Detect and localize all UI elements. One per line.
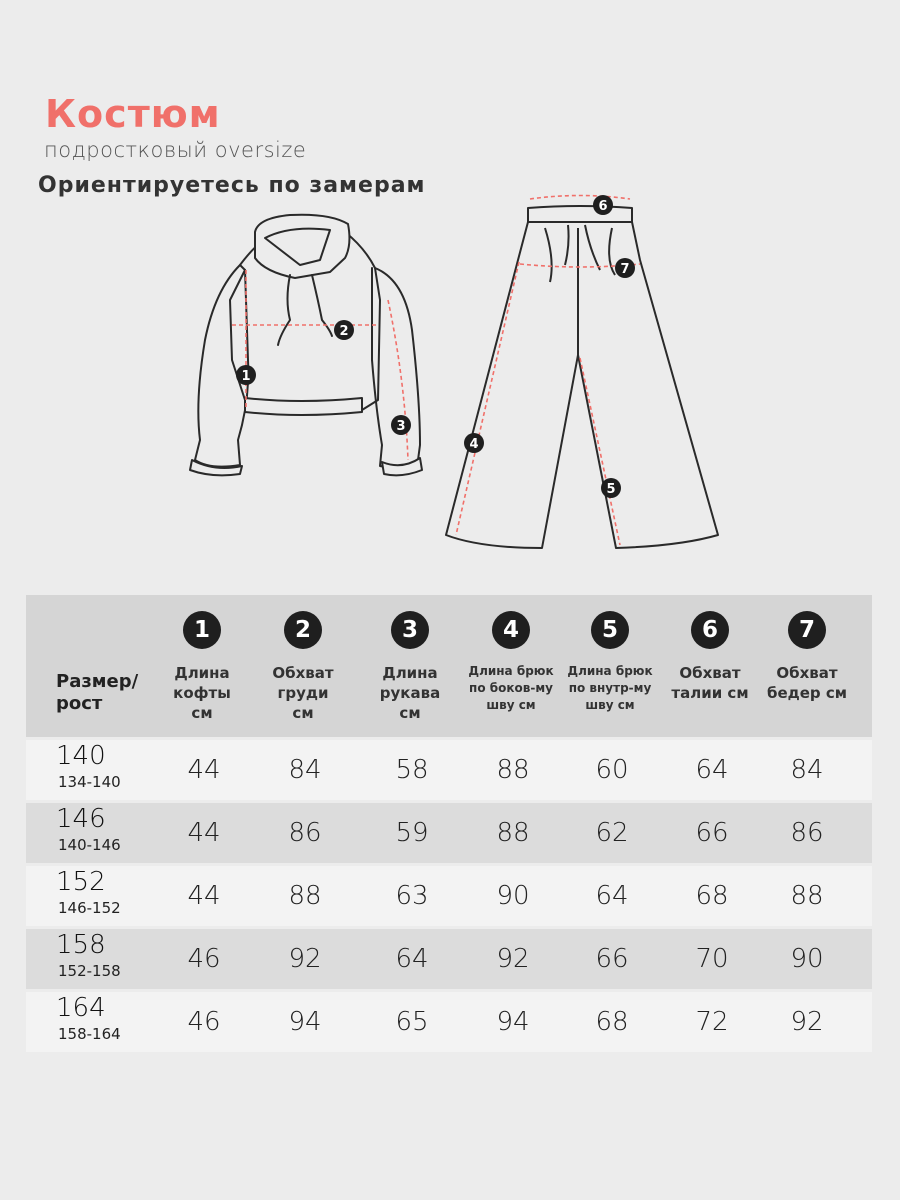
svg-text:2: 2: [339, 324, 348, 339]
header-col-6: 6 Обхват талии см: [660, 595, 760, 703]
measure-cell-7: 86: [790, 818, 824, 848]
measure-cell-3: 63: [395, 881, 429, 911]
measure-cell-2: 94: [288, 1007, 322, 1037]
header-col-3: 3 Длина рукава см: [360, 595, 460, 723]
measure-cell-3: 58: [395, 755, 429, 785]
measure-cell-7: 92: [790, 1007, 824, 1037]
header-col-1: 1 Длина кофты см: [152, 595, 252, 723]
height-range: 152-158: [58, 962, 121, 980]
measure-cell-2: 84: [288, 755, 322, 785]
measure-cell-3: 59: [395, 818, 429, 848]
svg-text:7: 7: [620, 262, 629, 277]
measure-cell-4: 88: [496, 755, 530, 785]
marker-3: 3: [391, 415, 411, 435]
measure-cell-5: 66: [595, 944, 629, 974]
measure-cell-2: 86: [288, 818, 322, 848]
table-header: Размер/ рост 1 Длина кофты см 2 Обхват груд…: [26, 595, 872, 737]
measure-cell-1: 46: [187, 944, 221, 974]
measure-cell-5: 68: [595, 1007, 629, 1037]
measure-cell-5: 64: [595, 881, 629, 911]
table-row: 140 134-140 44 84 58 88 60 64 84: [26, 740, 872, 800]
size-value: 146: [56, 804, 106, 834]
measure-cell-2: 92: [288, 944, 322, 974]
height-range: 140-146: [58, 836, 121, 854]
table-body: 140 134-140 44 84 58 88 60 64 84 146 140-146 44 86 59…: [26, 740, 872, 1052]
measure-cell-3: 64: [395, 944, 429, 974]
measure-cell-5: 62: [595, 818, 629, 848]
size-value: 140: [56, 741, 106, 771]
height-range: 146-152: [58, 899, 121, 917]
measure-cell-2: 88: [288, 881, 322, 911]
table-row: 146 140-146 44 86 59 88 62 66 86: [26, 803, 872, 863]
svg-text:5: 5: [606, 482, 615, 497]
product-subtitle: подростковый oversize: [44, 138, 307, 162]
measure-cell-4: 90: [496, 881, 530, 911]
table-row: 158 152-158 46 92 64 92 66 70 90: [26, 929, 872, 989]
marker-7: 7: [615, 258, 635, 278]
measure-cell-6: 68: [695, 881, 729, 911]
size-value: 164: [56, 993, 106, 1023]
measure-cell-1: 44: [187, 881, 221, 911]
height-range: 158-164: [58, 1025, 121, 1043]
header-col-5: 5 Длина брюк по внутр-му шву см: [560, 595, 660, 714]
svg-text:4: 4: [469, 437, 478, 452]
header-col-4: 4 Длина брюк по боков-му шву см: [461, 595, 561, 714]
measure-cell-1: 44: [187, 755, 221, 785]
marker-6: 6: [593, 195, 613, 215]
table-row: 164 158-164 46 94 65 94 68 72 92: [26, 992, 872, 1052]
product-title: Костюм: [45, 92, 221, 136]
marker-4: 4: [464, 433, 484, 453]
measure-cell-1: 46: [187, 1007, 221, 1037]
measure-heading: Ориентируетесь по замерам: [38, 173, 426, 198]
measure-cell-4: 92: [496, 944, 530, 974]
garment-illustration: 1 2 3 4 5 6 7: [189, 194, 719, 549]
measure-cell-6: 72: [695, 1007, 729, 1037]
size-value: 152: [56, 867, 106, 897]
marker-5: 5: [601, 478, 621, 498]
svg-text:1: 1: [241, 369, 250, 384]
measure-cell-7: 88: [790, 881, 824, 911]
size-value: 158: [56, 930, 106, 960]
measure-cell-4: 88: [496, 818, 530, 848]
measure-cell-6: 64: [695, 755, 729, 785]
header-col-7: 7 Обхват бедер см: [757, 595, 857, 703]
marker-2: 2: [334, 320, 354, 340]
size-column-header: Размер/ рост: [56, 671, 139, 714]
height-range: 134-140: [58, 773, 121, 791]
marker-1: 1: [236, 365, 256, 385]
table-row: 152 146-152 44 88 63 90 64 68 88: [26, 866, 872, 926]
measure-cell-7: 90: [790, 944, 824, 974]
size-table: Размер/ рост 1 Длина кофты см 2 Обхват груд…: [26, 595, 872, 1052]
measure-cell-5: 60: [595, 755, 629, 785]
measure-cell-7: 84: [790, 755, 824, 785]
svg-text:3: 3: [396, 419, 405, 434]
measure-cell-1: 44: [187, 818, 221, 848]
measure-cell-4: 94: [496, 1007, 530, 1037]
measure-cell-6: 66: [695, 818, 729, 848]
measure-cell-6: 70: [695, 944, 729, 974]
header-col-2: 2 Обхват груди см: [253, 595, 353, 723]
svg-text:6: 6: [598, 199, 607, 214]
measure-cell-3: 65: [395, 1007, 429, 1037]
